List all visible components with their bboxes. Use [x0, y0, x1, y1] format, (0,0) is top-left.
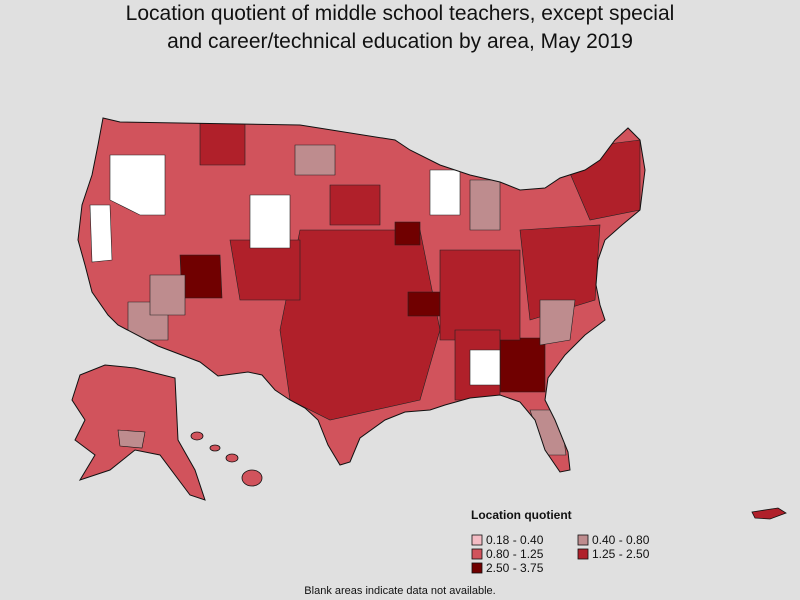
footnote: Blank areas indicate data not available.	[304, 585, 495, 597]
legend-swatch	[577, 548, 589, 560]
hawaii	[225, 453, 239, 463]
hawaii	[241, 469, 263, 487]
region	[469, 349, 501, 386]
legend-swatch	[471, 534, 483, 546]
region	[294, 144, 336, 176]
legend-label: 0.40 - 0.80	[592, 533, 650, 547]
region	[109, 154, 166, 216]
region	[279, 229, 441, 421]
title-line: and career/technical education by area, …	[167, 30, 633, 53]
legend-swatch	[577, 534, 589, 546]
legend-label: 1.25 - 2.50	[592, 547, 650, 561]
legend-label: 0.18 - 0.40	[486, 533, 544, 547]
region	[89, 204, 113, 263]
legend: 0.18 - 0.40 0.40 - 0.80 0.80 - 1.25 1.25 - …	[471, 533, 650, 575]
title-line: Location quotient of middle school teach…	[126, 2, 675, 25]
puerto-rico	[751, 507, 787, 520]
legend-swatch	[471, 562, 483, 574]
region	[469, 179, 501, 231]
region	[394, 221, 421, 246]
region	[499, 337, 546, 393]
region	[117, 429, 146, 449]
region	[519, 224, 601, 321]
region	[199, 119, 246, 166]
region	[539, 299, 576, 346]
region	[149, 274, 186, 316]
region	[439, 249, 521, 341]
region	[179, 254, 223, 299]
region	[429, 169, 461, 216]
legend-swatch	[471, 548, 483, 560]
legend-label: 2.50 - 3.75	[486, 561, 544, 575]
region	[229, 239, 301, 301]
legend-title: Location quotient	[471, 508, 572, 522]
region	[249, 194, 291, 249]
hawaii	[209, 444, 221, 452]
hawaii	[190, 431, 204, 441]
region	[329, 184, 381, 226]
legend-label: 0.80 - 1.25	[486, 547, 544, 561]
region	[407, 291, 443, 317]
state-outline	[77, 117, 646, 473]
